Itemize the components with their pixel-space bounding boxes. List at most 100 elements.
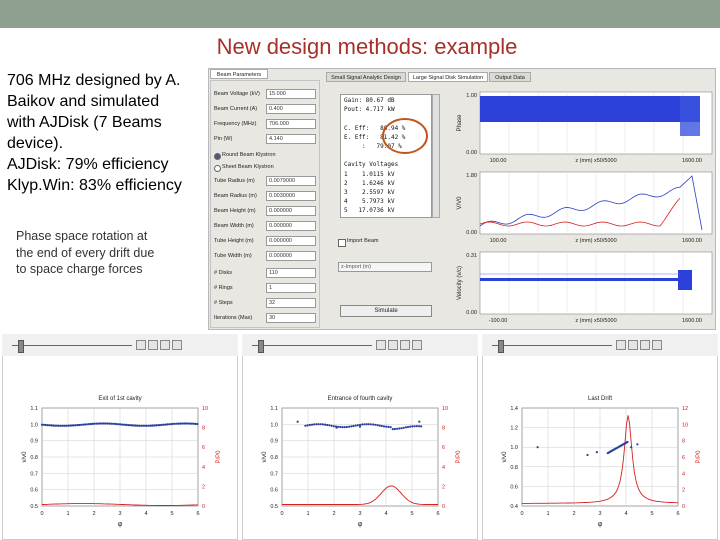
y-tick-label: 0.00 — [466, 230, 477, 236]
param-value: 4.140 — [266, 134, 316, 144]
x-tick-label: 5 — [410, 511, 413, 517]
phase-point — [382, 425, 386, 428]
phase-point — [181, 422, 184, 425]
readout-line: : 79.07 % — [344, 143, 402, 150]
phase-point — [536, 446, 539, 449]
x-axis-label: φ — [358, 521, 363, 528]
phase-point — [97, 422, 100, 425]
phase-point — [188, 422, 191, 425]
phase-point — [155, 424, 158, 427]
phase-point — [85, 423, 88, 426]
phase-point — [50, 424, 53, 427]
x-tick-label: 4 — [144, 511, 147, 517]
x-tick-label: 0 — [280, 511, 283, 517]
param-panel — [210, 80, 320, 328]
control-button[interactable] — [136, 340, 146, 350]
control-button[interactable] — [376, 340, 386, 350]
caption-line: to space charge forces — [16, 262, 143, 276]
readout-line: Cavity Voltages — [344, 161, 399, 169]
x-tick-label: 100.00 — [490, 158, 507, 164]
description-line: AJDisk: 79% efficiency — [7, 156, 169, 173]
param-value: 0.000000 — [266, 251, 316, 261]
phase-point — [319, 423, 322, 426]
phase-point — [61, 424, 64, 427]
y-tick-label: 0.00 — [466, 150, 477, 156]
phase-point — [317, 423, 320, 426]
control-button[interactable] — [400, 340, 410, 350]
phase-point — [100, 422, 103, 425]
phase-point — [84, 423, 87, 426]
description-line: Klyp.Win: 83% efficiency — [7, 177, 182, 194]
y2-axis-label: P/P0 — [696, 450, 702, 464]
phase-point — [42, 423, 46, 426]
phase-point — [194, 422, 197, 425]
y2-tick-label: 6 — [442, 445, 445, 451]
phase-point — [164, 423, 167, 426]
y-axis-label: V/V0 — [457, 196, 463, 210]
control-button[interactable] — [640, 340, 650, 350]
y2-tick-label: 10 — [442, 406, 448, 412]
phase-point — [315, 423, 318, 426]
y2-tick-label: 8 — [202, 426, 205, 432]
phase-point — [171, 422, 175, 425]
phase-point — [153, 424, 156, 427]
y-tick-label: 1.0 — [510, 445, 518, 451]
param-value: 0.000000 — [266, 236, 316, 246]
param-value: 32 — [266, 298, 316, 308]
control-button[interactable] — [160, 340, 170, 350]
tab: Small Signal Analytic Design — [326, 72, 406, 82]
phase-point — [162, 423, 165, 426]
simulate-button[interactable]: Simulate — [340, 305, 432, 317]
param-value: 1 — [266, 283, 316, 293]
control-button[interactable] — [652, 340, 662, 350]
control-button[interactable] — [412, 340, 422, 350]
phase-band — [680, 96, 700, 136]
phase-point — [63, 424, 66, 427]
phase-point — [74, 424, 77, 427]
phase-point — [393, 427, 396, 431]
caption-line: Phase space rotation at — [16, 229, 148, 243]
radio-label: Sheet Beam Klystron — [222, 164, 274, 170]
phase-point — [175, 422, 178, 425]
x-tick-label: 4 — [624, 511, 627, 517]
control-button[interactable] — [628, 340, 638, 350]
phase-point — [80, 423, 83, 426]
readout-line: C. Eff: 86.94 % — [344, 124, 406, 132]
phase-point — [179, 422, 182, 425]
phase-point — [636, 443, 639, 446]
slider-thumb[interactable] — [258, 340, 264, 353]
phase-point — [76, 424, 79, 427]
y2-tick-label: 10 — [202, 406, 208, 412]
slider-thumb[interactable] — [498, 340, 504, 353]
phase-point — [157, 424, 160, 427]
x-tick-label: 1600.00 — [682, 238, 702, 244]
param-label: Iterations (Max) — [214, 315, 253, 321]
phase-point — [328, 424, 331, 427]
control-button[interactable] — [148, 340, 158, 350]
param-label: # Disks — [214, 270, 233, 276]
y-tick-label: 0.00 — [466, 310, 477, 316]
slider-thumb[interactable] — [18, 340, 24, 353]
x-tick-label: 3 — [118, 511, 121, 517]
x-tick-label: -100.00 — [489, 318, 508, 324]
phase-point — [113, 422, 117, 425]
control-button[interactable] — [172, 340, 182, 350]
phase-point — [117, 423, 120, 426]
phase-point — [308, 423, 311, 427]
readout-line: 2 1.6246 kV — [344, 179, 395, 187]
y-axis-label: v/v0 — [22, 451, 28, 463]
x-tick-label: 5 — [650, 511, 653, 517]
control-button[interactable] — [388, 340, 398, 350]
phase-point — [147, 424, 150, 427]
y-tick-label: 1.00 — [466, 93, 477, 99]
control-button[interactable] — [616, 340, 626, 350]
x-tick-label: 3 — [358, 511, 361, 517]
phase-point — [396, 427, 399, 430]
phase-point — [170, 423, 173, 426]
x-tick-label: 1 — [306, 511, 309, 517]
phase-point — [158, 424, 161, 427]
y2-tick-label: 8 — [442, 426, 445, 432]
phase-point — [110, 422, 113, 425]
phase-point — [87, 423, 90, 426]
